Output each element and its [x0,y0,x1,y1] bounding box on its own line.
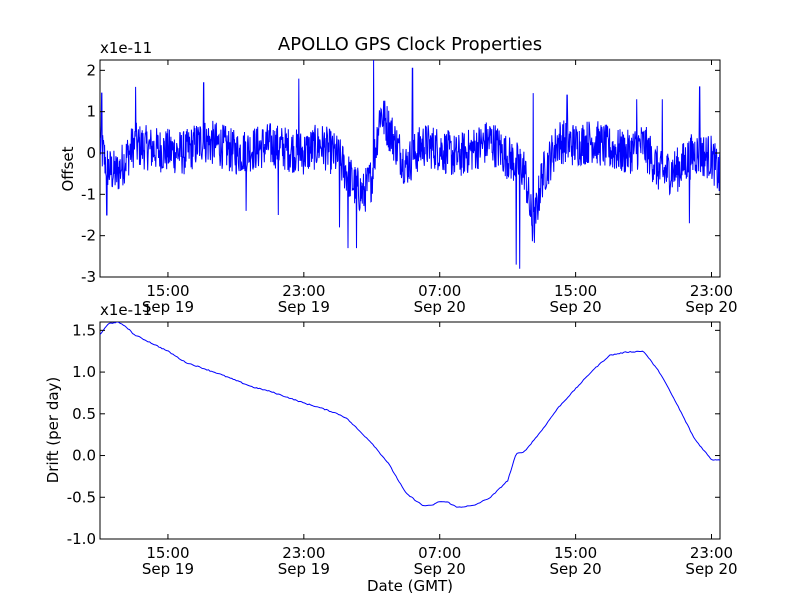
drift-x-tick-time-label: 07:00 [418,544,461,562]
offset-y-tick-label: 0 [86,144,96,162]
drift-x-tick-date-label: Sep 19 [142,560,194,578]
drift-y-ticks: -1.0 -0.5 0.0 0.5 1.0 1.5 [67,321,720,548]
offset-series-line [100,60,720,269]
drift-x-tick-time-label: 23:00 [690,544,733,562]
drift-y-tick-label: -0.5 [67,488,96,506]
offset-scale-label: x1e-11 [100,39,152,57]
offset-y-tick-label: -1 [81,185,96,203]
drift-y-tick-label: 1.5 [72,321,96,339]
offset-y-tick-label: -3 [81,268,96,286]
drift-plot-frame [99,321,721,540]
offset-x-tick-date-label: Sep 19 [278,298,330,316]
drift-x-tick-date-label: Sep 20 [550,560,602,578]
drift-scale-label: x1e-11 [100,301,152,319]
drift-y-tick-label: 1.0 [72,363,96,381]
offset-plot-area [100,60,720,269]
offset-x-tick-time-label: 07:00 [418,282,461,300]
drift-plot-area [100,322,720,508]
offset-x-tick-date-label: Sep 19 [142,298,194,316]
drift-x-tick-date-label: Sep 20 [414,560,466,578]
drift-y-axis-label: Drift (per day) [44,377,62,484]
drift-y-tick-label: 0.5 [72,405,96,423]
offset-y-ticks: -3 -2 -1 0 1 2 [81,61,720,286]
offset-x-tick-date-label: Sep 20 [685,298,737,316]
drift-y-tick-label: 0.0 [72,447,96,465]
offset-y-tick-label: 1 [86,103,96,121]
offset-y-axis-label: Offset [59,146,77,191]
drift-x-tick-time-label: 23:00 [282,544,325,562]
offset-x-tick-date-label: Sep 20 [414,298,466,316]
offset-x-tick-time-label: 15:00 [554,282,597,300]
offset-y-tick-label: 2 [86,61,96,79]
chart-title: APOLLO GPS Clock Properties [278,34,542,55]
x-axis-label: Date (GMT) [367,577,453,595]
offset-y-tick-label: -2 [81,227,96,245]
drift-x-tick-date-label: Sep 19 [278,560,330,578]
offset-x-tick-date-label: Sep 20 [550,298,602,316]
drift-y-tick-label: -1.0 [67,530,96,548]
offset-x-tick-time-label: 23:00 [690,282,733,300]
drift-x-tick-time-label: 15:00 [554,544,597,562]
offset-x-tick-time-label: 23:00 [282,282,325,300]
offset-x-tick-time-label: 15:00 [146,282,189,300]
drift-x-tick-date-label: Sep 20 [685,560,737,578]
drift-series-line [100,322,720,508]
drift-x-tick-time-label: 15:00 [146,544,189,562]
